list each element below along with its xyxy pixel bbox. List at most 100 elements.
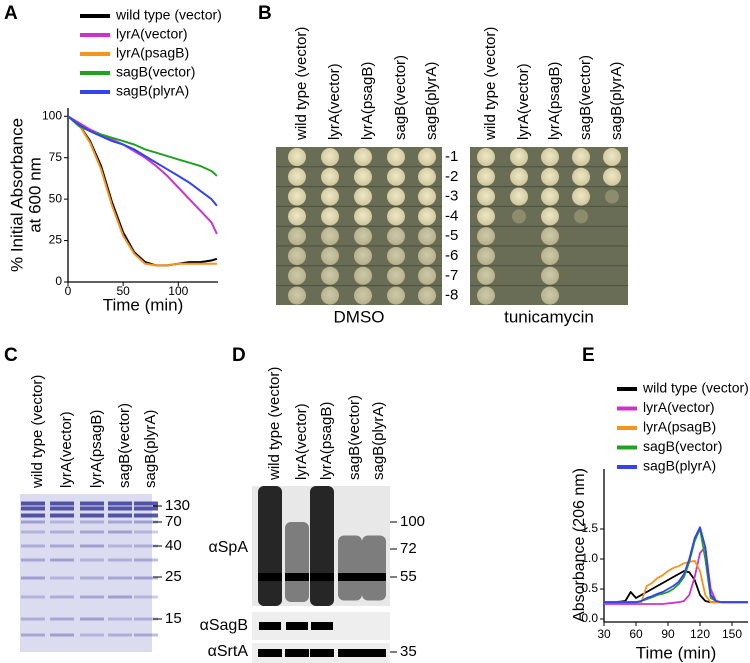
colony-spot	[541, 207, 559, 226]
gel-band	[134, 530, 158, 534]
colony-spot	[541, 286, 559, 305]
y-axis-label: Absorbance (206 nm)	[571, 468, 588, 622]
gel-band	[21, 506, 45, 511]
marker-label: 15	[165, 610, 182, 627]
x-tick-label: 150	[722, 627, 742, 641]
y-tick-label: 25	[49, 233, 63, 247]
dilution-label: -3	[445, 188, 458, 205]
dilution-label: -7	[445, 267, 458, 284]
blot-band	[310, 649, 334, 657]
colony-spot	[418, 148, 436, 166]
blot-smear	[285, 522, 309, 602]
colony-spot	[541, 148, 559, 166]
legend-label: lyrA(psagB)	[643, 419, 716, 435]
colony-spot	[510, 167, 528, 186]
gel-band	[108, 595, 132, 599]
blot-band	[338, 649, 362, 657]
gel-band	[80, 530, 104, 534]
colony-spot	[512, 209, 526, 224]
colony-spot	[541, 227, 559, 246]
colony-spot	[541, 266, 559, 285]
series-line	[604, 528, 748, 604]
gel	[20, 494, 152, 652]
legend-label: sagB(plyrA)	[116, 83, 189, 99]
colony-spot	[387, 266, 405, 285]
gel-band	[108, 544, 132, 548]
gel-band	[21, 501, 45, 506]
gel-band	[50, 595, 74, 599]
marker-label: 25	[165, 568, 182, 585]
gel-band	[134, 633, 158, 637]
legend-label: sagB(plyrA)	[643, 458, 716, 474]
legend-label: wild type (vector)	[642, 380, 749, 396]
x-axis-label: Time (min)	[636, 643, 717, 662]
marker-label: 72	[400, 540, 417, 557]
column-label: wild type (vector)	[293, 27, 310, 141]
gel-band	[21, 513, 45, 518]
colony-spot	[288, 247, 306, 265]
colony-spot	[288, 187, 306, 206]
gel-band	[80, 617, 104, 621]
marker-label: 130	[165, 497, 190, 514]
gel-band	[80, 544, 104, 548]
colony-spot	[354, 266, 372, 285]
gel-band	[21, 544, 45, 548]
gel-band	[108, 501, 132, 506]
series-line	[67, 115, 218, 267]
gel-band	[134, 595, 158, 599]
colony-spot	[321, 187, 339, 206]
blot-smear	[258, 486, 282, 606]
colony-spot	[354, 167, 372, 186]
colony-spot	[288, 167, 306, 186]
marker-label: 70	[165, 513, 182, 530]
y-tick-label: 100	[42, 108, 62, 122]
column-label: sagB(vector)	[116, 403, 133, 488]
blot-band	[285, 649, 309, 657]
column-label: lyrA(psagB)	[318, 402, 335, 480]
gel-band	[21, 595, 45, 599]
blot-band	[362, 573, 386, 581]
colony-spot	[288, 148, 306, 166]
column-label: sagB(vector)	[392, 55, 409, 140]
colony-spot	[321, 227, 339, 246]
panel-label: B	[258, 3, 272, 24]
gel-band	[50, 501, 74, 506]
panel-label: C	[4, 345, 18, 366]
column-label: sagB(plyrA)	[608, 62, 625, 140]
x-tick-label: 0	[65, 284, 72, 298]
marker-label: 100	[400, 513, 425, 530]
panel-label: D	[232, 345, 246, 366]
dilution-label: -6	[445, 247, 458, 264]
gel-band	[50, 530, 74, 534]
column-label: lyrA(vector)	[515, 63, 532, 140]
gel-band	[50, 544, 74, 548]
series-line	[67, 115, 217, 267]
legend-label: sagB(vector)	[643, 438, 722, 454]
y-tick-label: 0.0	[581, 611, 598, 625]
gel-band	[50, 513, 74, 518]
series-line	[67, 115, 218, 207]
column-label: sagB(plyrA)	[423, 62, 440, 140]
gel-band	[108, 617, 132, 621]
column-label: sagB(plyrA)	[142, 410, 159, 488]
gel-band	[21, 530, 45, 534]
dilution-label: -8	[445, 287, 458, 304]
dilution-label: -1	[445, 148, 458, 165]
colony-spot	[477, 286, 495, 305]
gel-band	[50, 576, 74, 580]
panel-label: E	[582, 345, 595, 366]
marker-label: 40	[165, 537, 182, 554]
column-label: lyrA(vector)	[293, 403, 310, 480]
gel-band	[134, 544, 158, 548]
colony-spot	[418, 227, 436, 246]
gel-band	[108, 530, 132, 534]
colony-spot	[572, 148, 590, 166]
gel-band	[108, 506, 132, 511]
column-label: lyrA(vector)	[326, 63, 343, 140]
gel-band	[21, 576, 45, 580]
gel-band	[134, 617, 158, 621]
x-tick-label: 50	[116, 284, 130, 298]
colony-spot	[288, 207, 306, 226]
colony-spot	[541, 167, 559, 186]
